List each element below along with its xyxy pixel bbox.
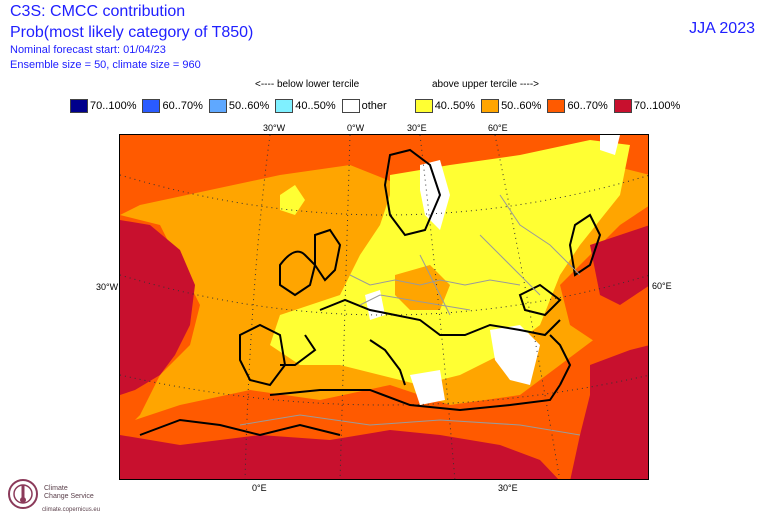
probability-map (119, 134, 649, 480)
legend-label: 50..60% (228, 100, 270, 112)
lon-label-top: 0°W (347, 123, 365, 133)
lon-label-bottom: 30°E (498, 483, 518, 493)
legend-label: 50..60% (501, 100, 542, 112)
legend-item-below-40-50: 40..50% (275, 99, 336, 113)
legend-item-other: other (341, 99, 387, 113)
field-70-100-caspian (590, 225, 648, 305)
legend-swatch (70, 99, 88, 113)
legend-swatch (275, 99, 294, 113)
field-other-turkey (490, 325, 540, 385)
legend-item-below-50-60: 50..60% (208, 99, 270, 113)
legend-swatch (613, 99, 632, 113)
chart-title: C3S: CMCC contribution (10, 3, 186, 20)
legend-swatch (481, 99, 500, 113)
copernicus-logo: Climate Change Service climate.copernicu… (6, 477, 116, 517)
legend-label: 70..100% (633, 100, 681, 112)
above-tercile-label: above upper tercile ----> (432, 79, 539, 90)
lon-label-bottom: 0°E (252, 483, 267, 493)
probability-legend: 70..100% 60..70% 50..60% 40..50% other 4… (70, 97, 686, 115)
field-other-greece (410, 370, 445, 405)
legend-item-above-70-100: 70..100% (613, 99, 681, 113)
field-60-70-north (120, 135, 648, 215)
lat-label-left: 30°W (96, 282, 119, 292)
season-label: JJA 2023 (689, 20, 755, 37)
legend-label: 60..70% (567, 100, 608, 112)
legend-label: 70..100% (90, 100, 137, 112)
logo-url: climate.copernicus.eu (42, 507, 101, 513)
legend-label: 40..50% (434, 100, 476, 112)
logo-line1: Climate (44, 485, 68, 492)
field-40-50-iceland (280, 185, 305, 215)
legend-label: other (361, 100, 387, 112)
legend-swatch (341, 99, 360, 113)
ensemble-size-text: Ensemble size = 50, climate size = 960 (10, 59, 201, 71)
field-other-arctic (600, 135, 620, 155)
legend-item-above-50-60: 50..60% (481, 99, 541, 113)
forecast-start-text: Nominal forecast start: 01/04/23 (10, 44, 166, 56)
legend-item-above-60-70: 60..70% (547, 99, 608, 113)
lon-label-top: 60°E (488, 123, 508, 133)
coastlines (139, 148, 602, 437)
legend-swatch (414, 99, 433, 113)
legend-item-above-40-50: 40..50% (414, 99, 476, 113)
legend-item-below-60-70: 60..70% (142, 99, 203, 113)
lon-label-top: 30°E (407, 123, 427, 133)
map-canvas (120, 135, 648, 479)
lat-label-right: 60°E (652, 281, 672, 291)
chart-subtitle: Prob(most likely category of T850) (10, 24, 254, 41)
below-tercile-label: <---- below lower tercile (255, 79, 360, 90)
legend-swatch (547, 99, 566, 113)
field-70-100-africa (120, 430, 559, 479)
lon-label-top: 30°W (263, 123, 286, 133)
legend-label: 40..50% (295, 100, 336, 112)
field-50-60-central (395, 265, 450, 310)
climate-logo-icon (8, 479, 38, 509)
field-70-100-atlantic (120, 220, 195, 395)
legend-item-below-70-100: 70..100% (70, 99, 136, 113)
legend-label: 60..70% (162, 100, 203, 112)
country-borders (239, 194, 581, 436)
field-70-100-mideast (570, 345, 648, 479)
logo-line2: Change Service (44, 493, 94, 500)
field-other-scandinavia (420, 160, 450, 230)
legend-swatch (142, 99, 161, 113)
field-40-50-europe (270, 140, 630, 385)
legend-swatch (208, 99, 227, 113)
graticule (120, 135, 648, 479)
